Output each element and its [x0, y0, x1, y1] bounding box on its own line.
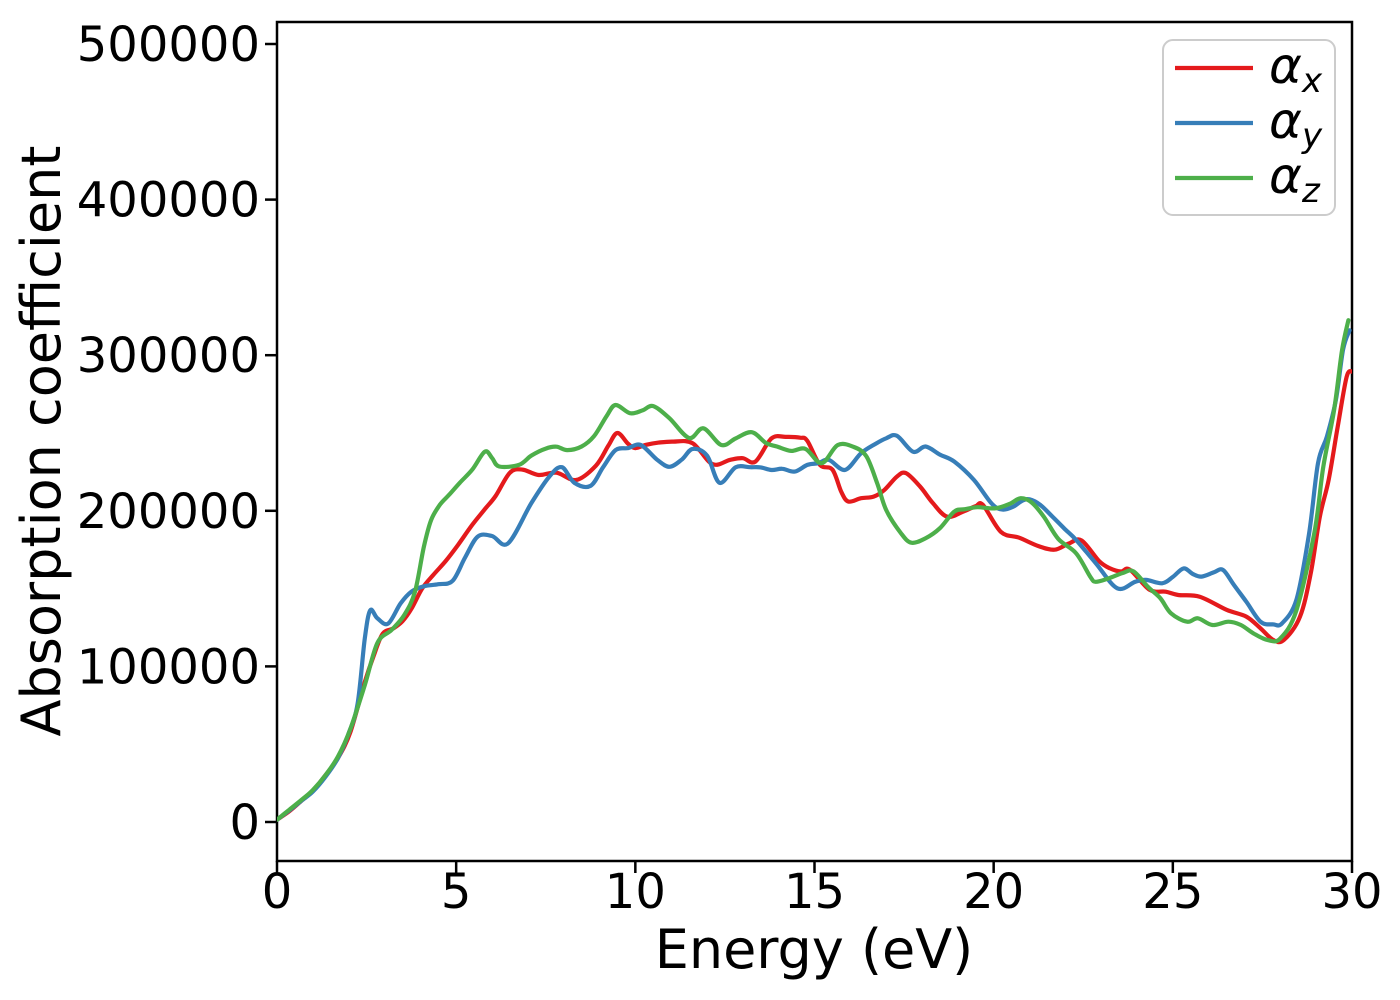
- x-axis-label: Energy (eV): [655, 918, 974, 981]
- y-tick-label: 100000: [77, 639, 260, 695]
- y-tick-label: 0: [229, 795, 260, 851]
- x-tick-label: 20: [963, 864, 1024, 920]
- y-tick-label: 500000: [77, 17, 260, 73]
- legend-label-subscript: x: [1301, 61, 1323, 101]
- x-tick-label: 10: [605, 864, 666, 920]
- curve-alpha_x: [277, 369, 1352, 822]
- y-tick-label: 300000: [77, 328, 260, 384]
- curve-layer: [277, 318, 1352, 822]
- legend-frame: [1162, 39, 1336, 216]
- legend-label-subscript: y: [1301, 116, 1323, 156]
- y-tick-label: 200000: [77, 484, 260, 540]
- curve-alpha_y: [277, 328, 1352, 822]
- x-tick-label: 30: [1321, 864, 1382, 920]
- legend-label-subscript: z: [1301, 171, 1321, 211]
- x-tick-label: 5: [441, 864, 472, 920]
- x-tick-label: 15: [784, 864, 845, 920]
- x-tick-label: 25: [1142, 864, 1203, 920]
- curve-alpha_z: [277, 318, 1351, 822]
- x-tick-label: 0: [262, 864, 293, 920]
- y-tick-label: 400000: [77, 173, 260, 229]
- axis-ticks: 0 5 10 15 20 25 30 0 100000 200000 300000 400000 500…: [77, 17, 1383, 920]
- y-axis-label: Absorption coefficient: [10, 146, 73, 737]
